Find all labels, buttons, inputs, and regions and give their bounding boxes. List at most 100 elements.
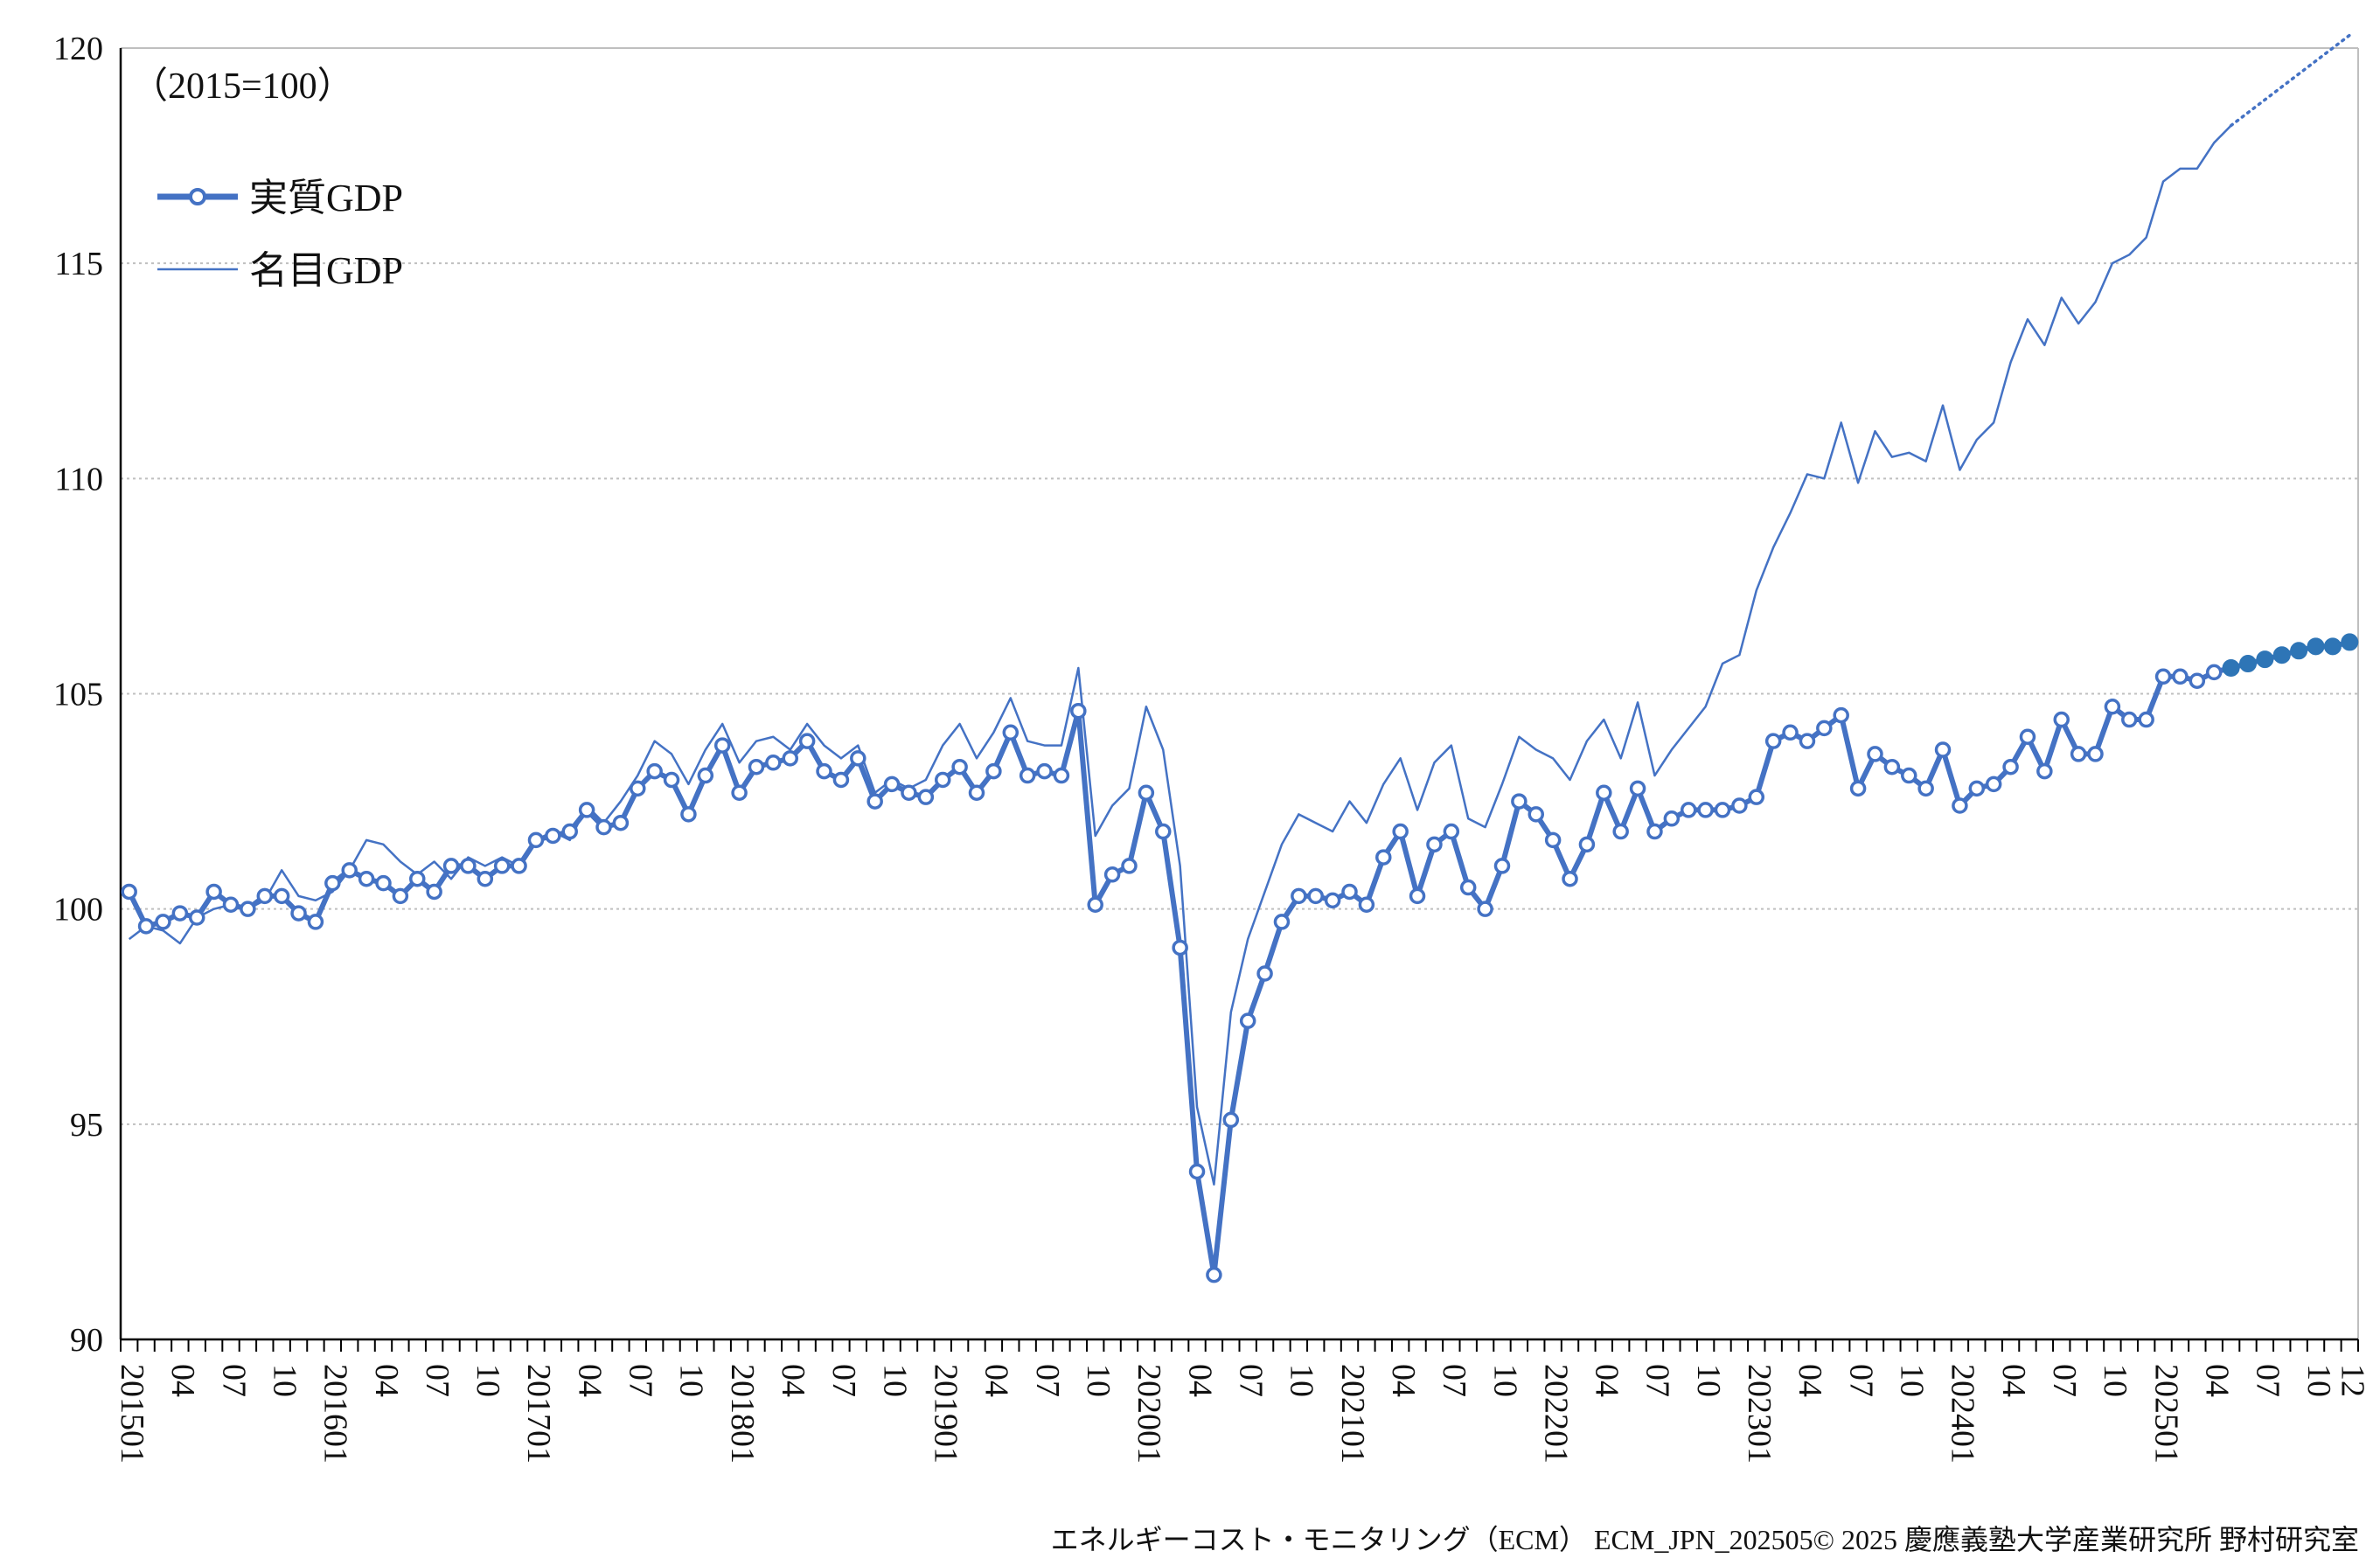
- x-tick-label: 07: [215, 1364, 252, 1397]
- real-gdp-point: [1748, 789, 1765, 805]
- x-tick-label: 10: [876, 1364, 913, 1397]
- x-tick-label: 10: [266, 1364, 303, 1397]
- real-gdp-point: [934, 771, 951, 789]
- real-gdp-point: [1562, 870, 1578, 887]
- real-gdp-point: [951, 758, 968, 776]
- real-gdp-point: [493, 858, 511, 874]
- x-tick-label: 202001: [1131, 1364, 1167, 1464]
- real-gdp-point: [1172, 939, 1188, 956]
- real-gdp-point: [1443, 823, 1460, 840]
- x-tick-label: 04: [164, 1364, 201, 1397]
- real-gdp-point: [1103, 866, 1121, 883]
- real-gdp-line: [127, 639, 2351, 1278]
- x-tick-label: 07: [419, 1364, 456, 1397]
- real-gdp-point: [697, 767, 714, 784]
- real-gdp-point: [358, 870, 375, 887]
- real-gdp-point: [1121, 858, 1138, 874]
- real-gdp-point: [1477, 901, 1493, 917]
- y-tick-label: 120: [53, 31, 103, 67]
- real-gdp-point: [1799, 733, 1816, 749]
- x-tick-label: 10: [1894, 1364, 1931, 1397]
- real-gdp-point: [2036, 762, 2053, 780]
- real-gdp-point: [426, 883, 442, 901]
- real-gdp-point: [1849, 780, 1867, 797]
- x-tick-label: 10: [1690, 1364, 1727, 1397]
- real-gdp-point: [2070, 746, 2087, 762]
- y-tick-label: 95: [70, 1107, 103, 1144]
- real-gdp-point: [1612, 823, 1629, 840]
- real-gdp-point: [1952, 797, 1968, 814]
- real-gdp-point: [578, 802, 595, 818]
- credit-footer: エネルギーコスト・モニタリング（ECM） ECM_JPN_202505© 202…: [1051, 1524, 2359, 1555]
- real-gdp-point: [1019, 767, 1036, 784]
- x-tick-label: 201901: [928, 1364, 964, 1464]
- real-gdp-point: [1188, 1163, 1206, 1180]
- x-tick-label: 07: [1639, 1364, 1676, 1397]
- real-gdp-point: [731, 784, 748, 801]
- x-tick-label: 201701: [520, 1364, 557, 1464]
- real-gdp-point: [2189, 672, 2206, 689]
- real-gdp-point: [155, 914, 171, 930]
- y-tick-labels: 90 95 100 105 110 115 120: [53, 31, 103, 1359]
- real-gdp-point: [290, 905, 307, 922]
- real-gdp-forecast-point: [2290, 642, 2308, 660]
- real-gdp-point: [646, 762, 663, 780]
- x-tick-labels: 201501 04 07 10 201601 04 07 10 201701 04 07 10 2018…: [114, 1364, 2371, 1464]
- x-tick-label: 04: [775, 1364, 811, 1397]
- real-gdp-point: [1544, 831, 1562, 849]
- nominal-gdp-line: [128, 124, 2232, 1186]
- real-gdp-point: [1985, 776, 2002, 793]
- real-gdp-point: [1392, 823, 1409, 840]
- x-tick-label: 07: [2250, 1364, 2286, 1397]
- real-gdp-point: [460, 858, 477, 874]
- y-tick-label: 100: [53, 892, 103, 929]
- real-gdp-point: [1917, 780, 1934, 797]
- x-tick-label: 10: [1284, 1364, 1320, 1397]
- real-gdp-point: [1511, 793, 1528, 810]
- x-tick-label: 10: [2097, 1364, 2133, 1397]
- x-tick-label: 201801: [724, 1364, 761, 1464]
- real-gdp-point: [1934, 741, 1952, 758]
- real-gdp-point: [985, 762, 1002, 780]
- x-tick-label: 202501: [2147, 1364, 2184, 1464]
- real-gdp-point: [137, 918, 155, 935]
- real-gdp-forecast-point: [2307, 637, 2325, 656]
- real-gdp-point: [1680, 802, 1697, 818]
- real-gdp-point: [341, 862, 358, 879]
- real-gdp-point: [2121, 711, 2138, 728]
- real-gdp-point: [748, 758, 765, 776]
- real-gdp-point: [1273, 914, 1291, 930]
- x-tick-label: 10: [1080, 1364, 1117, 1397]
- real-gdp-point: [561, 823, 578, 840]
- real-gdp-point: [240, 901, 256, 917]
- real-gdp-point: [765, 755, 782, 771]
- legend-label-nominal: 名目GDP: [249, 249, 403, 292]
- real-gdp-point: [1578, 836, 1596, 853]
- real-gdp-point: [2087, 746, 2104, 762]
- real-gdp-point: [545, 827, 561, 845]
- real-gdp-point: [375, 874, 392, 892]
- real-gdp-point: [1358, 896, 1375, 913]
- real-gdp-point: [1426, 836, 1443, 853]
- real-gdp-point: [1239, 1012, 1256, 1029]
- real-gdp-point: [663, 771, 680, 789]
- series: [121, 33, 2359, 1283]
- real-gdp-point: [1528, 806, 1545, 823]
- real-gdp-point: [273, 887, 290, 905]
- real-gdp-point: [1697, 802, 1714, 818]
- y-tick-label: 115: [54, 246, 103, 282]
- real-gdp-forecast-point: [2272, 646, 2291, 664]
- x-tick-label: 07: [2046, 1364, 2083, 1397]
- x-tick-label: 12: [2335, 1364, 2371, 1397]
- y-tick-label: 105: [53, 677, 103, 713]
- real-gdp-point: [2138, 711, 2154, 728]
- real-gdp-point: [1138, 784, 1155, 801]
- y-tick-label: 90: [70, 1322, 103, 1359]
- x-tick-label: 201501: [114, 1364, 150, 1464]
- real-gdp-point: [324, 874, 341, 892]
- real-gdp-point: [1714, 802, 1731, 818]
- real-gdp-point: [1341, 883, 1358, 901]
- x-tick-label: 202101: [1334, 1364, 1371, 1464]
- x-tick-label: 04: [2198, 1364, 2235, 1397]
